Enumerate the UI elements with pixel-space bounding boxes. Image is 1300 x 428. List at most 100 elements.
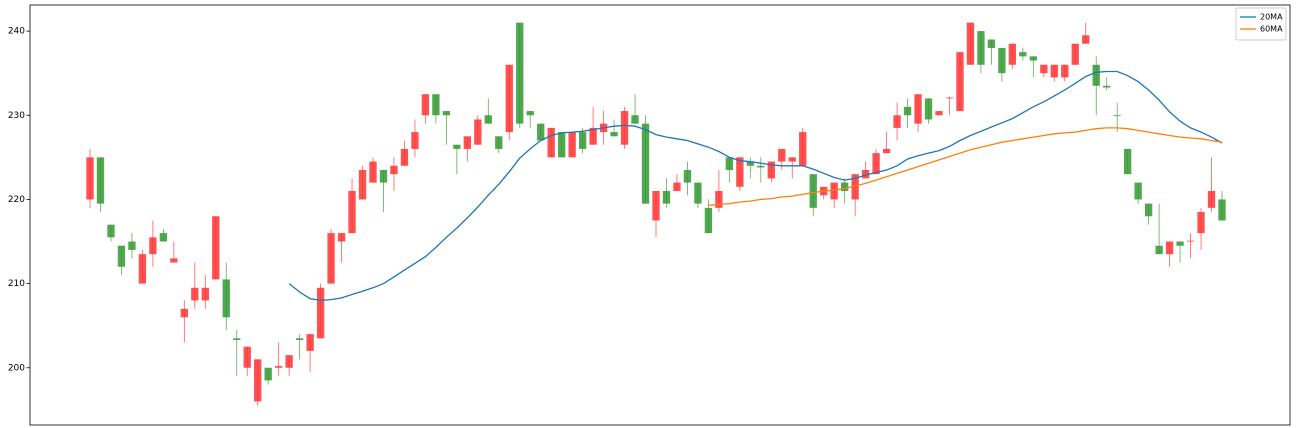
candle-body	[1061, 64, 1069, 78]
candle-body	[295, 338, 304, 340]
candle-body	[1019, 52, 1027, 57]
candle-body	[631, 115, 639, 124]
candle-body	[222, 279, 230, 318]
candle-body	[694, 182, 702, 204]
candle-body	[463, 136, 472, 149]
candle-body	[1040, 64, 1048, 74]
ma-line	[288, 70, 1223, 302]
candle-body	[348, 191, 356, 234]
candle-body	[683, 169, 692, 183]
candle-body	[390, 165, 398, 175]
candle-body	[149, 237, 157, 255]
candle-body	[861, 169, 870, 179]
candle-body	[704, 207, 713, 234]
candle-body	[243, 346, 251, 368]
candle-body	[1123, 148, 1132, 175]
candle-body	[526, 111, 534, 116]
candle-body	[421, 94, 430, 116]
legend: 20MA 60MA	[1235, 7, 1287, 41]
candle-body	[882, 148, 891, 154]
candle-body	[746, 161, 755, 166]
plot-frame	[29, 4, 1291, 426]
y-tick-label: 200	[8, 363, 25, 373]
candle-body	[1113, 115, 1121, 117]
candle-body	[254, 359, 262, 402]
candle-body	[977, 31, 985, 65]
candle-body	[1144, 203, 1153, 217]
candle-body	[1197, 212, 1205, 234]
candle-body	[1092, 64, 1100, 86]
candle-body	[1071, 43, 1079, 65]
candle-body	[914, 94, 922, 124]
candle-body	[620, 111, 629, 145]
candle-body	[715, 191, 723, 208]
candle-body	[411, 132, 419, 149]
candle-body	[1029, 56, 1038, 61]
candle-body	[778, 148, 786, 162]
candle-body	[578, 132, 587, 149]
y-tick-label: 220	[8, 195, 25, 205]
candle-body	[966, 22, 975, 65]
candle-body	[128, 241, 136, 250]
candle-body	[306, 334, 314, 351]
candle-body	[212, 216, 220, 280]
candle-body	[327, 233, 335, 284]
candle-body	[400, 148, 409, 166]
candle-body	[809, 174, 817, 208]
candle-body	[736, 157, 744, 187]
candle-body	[998, 47, 1006, 74]
candle-body	[191, 287, 199, 301]
legend-label: 60MA	[1260, 25, 1283, 34]
candle-body	[956, 52, 964, 112]
y-tick-label: 230	[8, 111, 25, 121]
candle-body	[725, 157, 734, 170]
candle-body	[767, 161, 775, 179]
candle-body	[505, 64, 513, 133]
candle-body	[1176, 241, 1184, 246]
candle-body	[316, 287, 325, 339]
candle-body	[474, 119, 482, 145]
candle-body	[610, 132, 618, 137]
candle-body	[935, 111, 943, 116]
candle-body	[924, 98, 933, 120]
candle-body	[337, 233, 346, 242]
candle-body	[484, 115, 492, 124]
candle-body	[799, 132, 807, 166]
candle-body	[662, 191, 671, 204]
y-tick-label: 210	[8, 279, 25, 289]
candle-body	[1186, 240, 1195, 242]
candle-body	[274, 366, 283, 368]
candle-body	[432, 94, 440, 116]
candle-body	[1008, 43, 1017, 65]
candle-body	[568, 132, 576, 158]
candle-body	[830, 182, 838, 200]
candle-body	[159, 233, 168, 242]
ma-line	[708, 127, 1223, 206]
candle-body	[516, 22, 524, 124]
candle-body	[1165, 241, 1174, 255]
candle-body	[170, 258, 178, 263]
y-tick-label: 240	[8, 27, 25, 37]
candle-body	[1103, 85, 1111, 88]
candle-body	[180, 308, 189, 318]
candle-body	[117, 245, 126, 267]
candle-body	[1050, 64, 1058, 78]
candle-body	[557, 132, 566, 158]
candle-body	[86, 157, 94, 200]
candle-body	[945, 97, 954, 99]
candle-body	[1207, 191, 1216, 208]
legend-box	[1235, 7, 1287, 41]
candle-body	[107, 224, 115, 238]
candle-body	[358, 169, 367, 200]
candle-body	[987, 39, 996, 48]
candle-body	[840, 182, 849, 192]
candle-body	[673, 182, 681, 192]
candle-body	[788, 157, 796, 162]
candle-body	[537, 123, 545, 141]
candle-body	[851, 174, 859, 200]
candle-body	[369, 161, 377, 183]
legend-label: 20MA	[1260, 13, 1283, 22]
candle-body	[96, 157, 105, 204]
